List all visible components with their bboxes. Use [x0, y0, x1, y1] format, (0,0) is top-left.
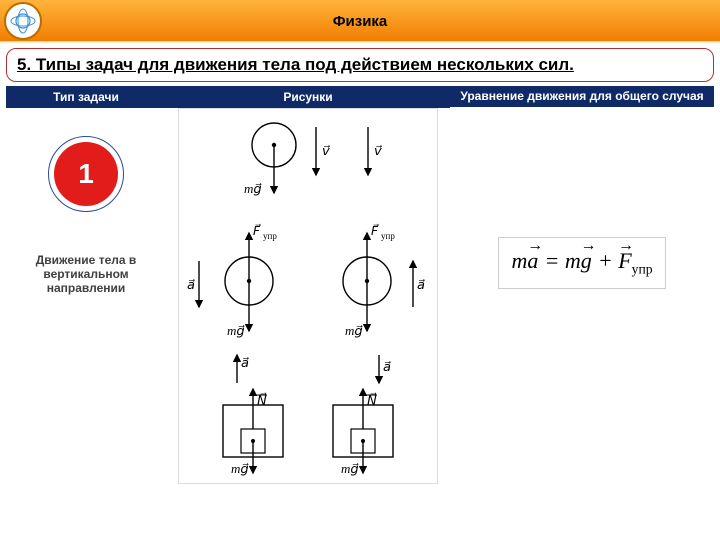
diagram-spring-left: F⃗ упр mg⃗ a⃗	[187, 219, 299, 341]
drawing-pair-1: mg⃗ v⃗ v⃗	[226, 115, 390, 211]
type-number: 1	[78, 158, 94, 190]
col-header-drawings: Рисунки	[166, 86, 450, 108]
col-equation: Уравнение движения для общего случая ma …	[450, 86, 714, 484]
diagram-normal-right: N⃗ mg⃗ a⃗	[317, 349, 409, 477]
diagram-falling-right: v⃗	[354, 115, 390, 211]
section-heading: 5. Типы задач для движения тела под дейс…	[6, 48, 714, 82]
formula-eq: =	[544, 248, 564, 273]
svg-text:a⃗: a⃗	[241, 355, 249, 370]
svg-text:mg⃗: mg⃗	[231, 461, 249, 476]
formula-a: a	[527, 248, 538, 274]
drawing-pair-3: N⃗ mg⃗ a⃗ N⃗	[207, 349, 409, 477]
svg-text:F⃗: F⃗	[253, 223, 261, 238]
svg-text:v⃗: v⃗	[322, 143, 330, 158]
diagram-normal-left: N⃗ mg⃗ a⃗	[207, 349, 299, 477]
header-title: Физика	[0, 0, 720, 42]
col-type: Тип задачи 1 Движение тела в вертикально…	[6, 86, 166, 484]
col-header-equation: Уравнение движения для общего случая	[450, 86, 714, 107]
svg-text:F⃗: F⃗	[371, 223, 379, 238]
svg-text:v⃗: v⃗	[374, 143, 382, 158]
svg-text:mg⃗: mg⃗	[341, 461, 359, 476]
formula-g: g	[581, 248, 592, 274]
svg-text:упр: упр	[263, 231, 277, 241]
formula-m1: m	[511, 248, 527, 273]
drawings-panel: mg⃗ v⃗ v⃗	[178, 108, 438, 484]
formula-plus: +	[598, 248, 618, 273]
svg-text:mg⃗: mg⃗	[244, 181, 262, 196]
formula-F-sub: упр	[632, 262, 653, 277]
svg-text:a⃗: a⃗	[417, 277, 425, 292]
diagram-spring-right: F⃗ упр mg⃗ a⃗	[317, 219, 429, 341]
svg-text:a⃗: a⃗	[383, 359, 391, 374]
header-band: Физика	[0, 0, 720, 42]
col-header-type: Тип задачи	[6, 86, 166, 108]
svg-text:mg⃗: mg⃗	[345, 323, 363, 338]
svg-text:mg⃗: mg⃗	[227, 323, 245, 338]
header-title-text: Физика	[333, 13, 388, 30]
drawing-pair-2: F⃗ упр mg⃗ a⃗ F⃗ упр	[187, 219, 429, 341]
svg-text:a⃗: a⃗	[187, 277, 195, 292]
svg-text:упр: упр	[381, 231, 395, 241]
type-description: Движение тела в вертикальном направлении	[16, 254, 156, 295]
content-row: Тип задачи 1 Движение тела в вертикально…	[0, 86, 720, 484]
type-number-badge: 1	[54, 142, 118, 206]
motion-equation: ma = mg + Fупр	[498, 237, 665, 288]
col-drawings: Рисунки mg⃗ v⃗	[166, 86, 450, 484]
diagram-falling-left: mg⃗ v⃗	[226, 115, 336, 211]
section-heading-text: 5. Типы задач для движения тела под дейс…	[17, 55, 574, 74]
formula-m2: m	[565, 248, 581, 273]
formula-F: F	[618, 248, 631, 274]
